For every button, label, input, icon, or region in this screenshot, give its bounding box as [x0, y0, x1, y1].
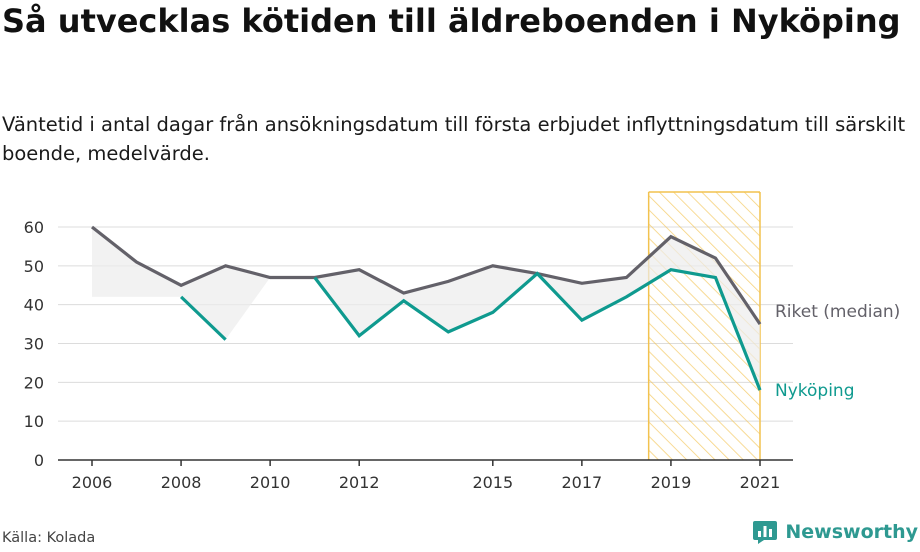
- y-tick-label: 10: [24, 412, 44, 431]
- y-tick-label: 30: [24, 335, 44, 354]
- source-note: Källa: Kolada: [2, 530, 96, 546]
- series-label-riket: Riket (median): [775, 302, 900, 322]
- x-tick-label: 2010: [250, 473, 291, 492]
- series-line-nykoping-1: [313, 268, 762, 391]
- difference-band: [92, 227, 760, 391]
- y-tick-label: 20: [24, 373, 44, 392]
- x-tick-label: 2021: [740, 473, 781, 492]
- brand-logo: Newsworthy: [752, 519, 918, 545]
- x-tick-label: 2008: [161, 473, 202, 492]
- x-tick-label: 2017: [562, 473, 603, 492]
- difference-area: [92, 227, 760, 391]
- series-line-nykoping-0: [179, 295, 227, 341]
- brand-name: Newsworthy: [785, 521, 918, 543]
- y-tick-label: 60: [24, 218, 44, 237]
- series-label-nykoping: Nyköping: [775, 381, 855, 401]
- series-line-riket-0: [91, 225, 762, 325]
- series: [91, 225, 762, 391]
- y-tick-label: 40: [24, 296, 44, 315]
- series-labels: Riket (median) Nyköping: [775, 302, 900, 401]
- y-tick-label: 0: [34, 451, 44, 470]
- x-tick-label: 2019: [651, 473, 692, 492]
- x-tick-label: 2015: [472, 473, 513, 492]
- x-tick-label: 2012: [339, 473, 380, 492]
- newsworthy-logo-icon: [753, 521, 778, 544]
- chart-title: Så utvecklas kötiden till äldreboenden i…: [2, 2, 901, 40]
- x-tick-label: 2006: [72, 473, 113, 492]
- axes: 0 10 20 30 40 50 60 2006 2008 2010 2012 2015 2017 201…: [24, 218, 793, 492]
- y-tick-label: 50: [24, 257, 44, 276]
- chart-subtitle: Väntetid i antal dagar från ansökningsda…: [2, 113, 906, 165]
